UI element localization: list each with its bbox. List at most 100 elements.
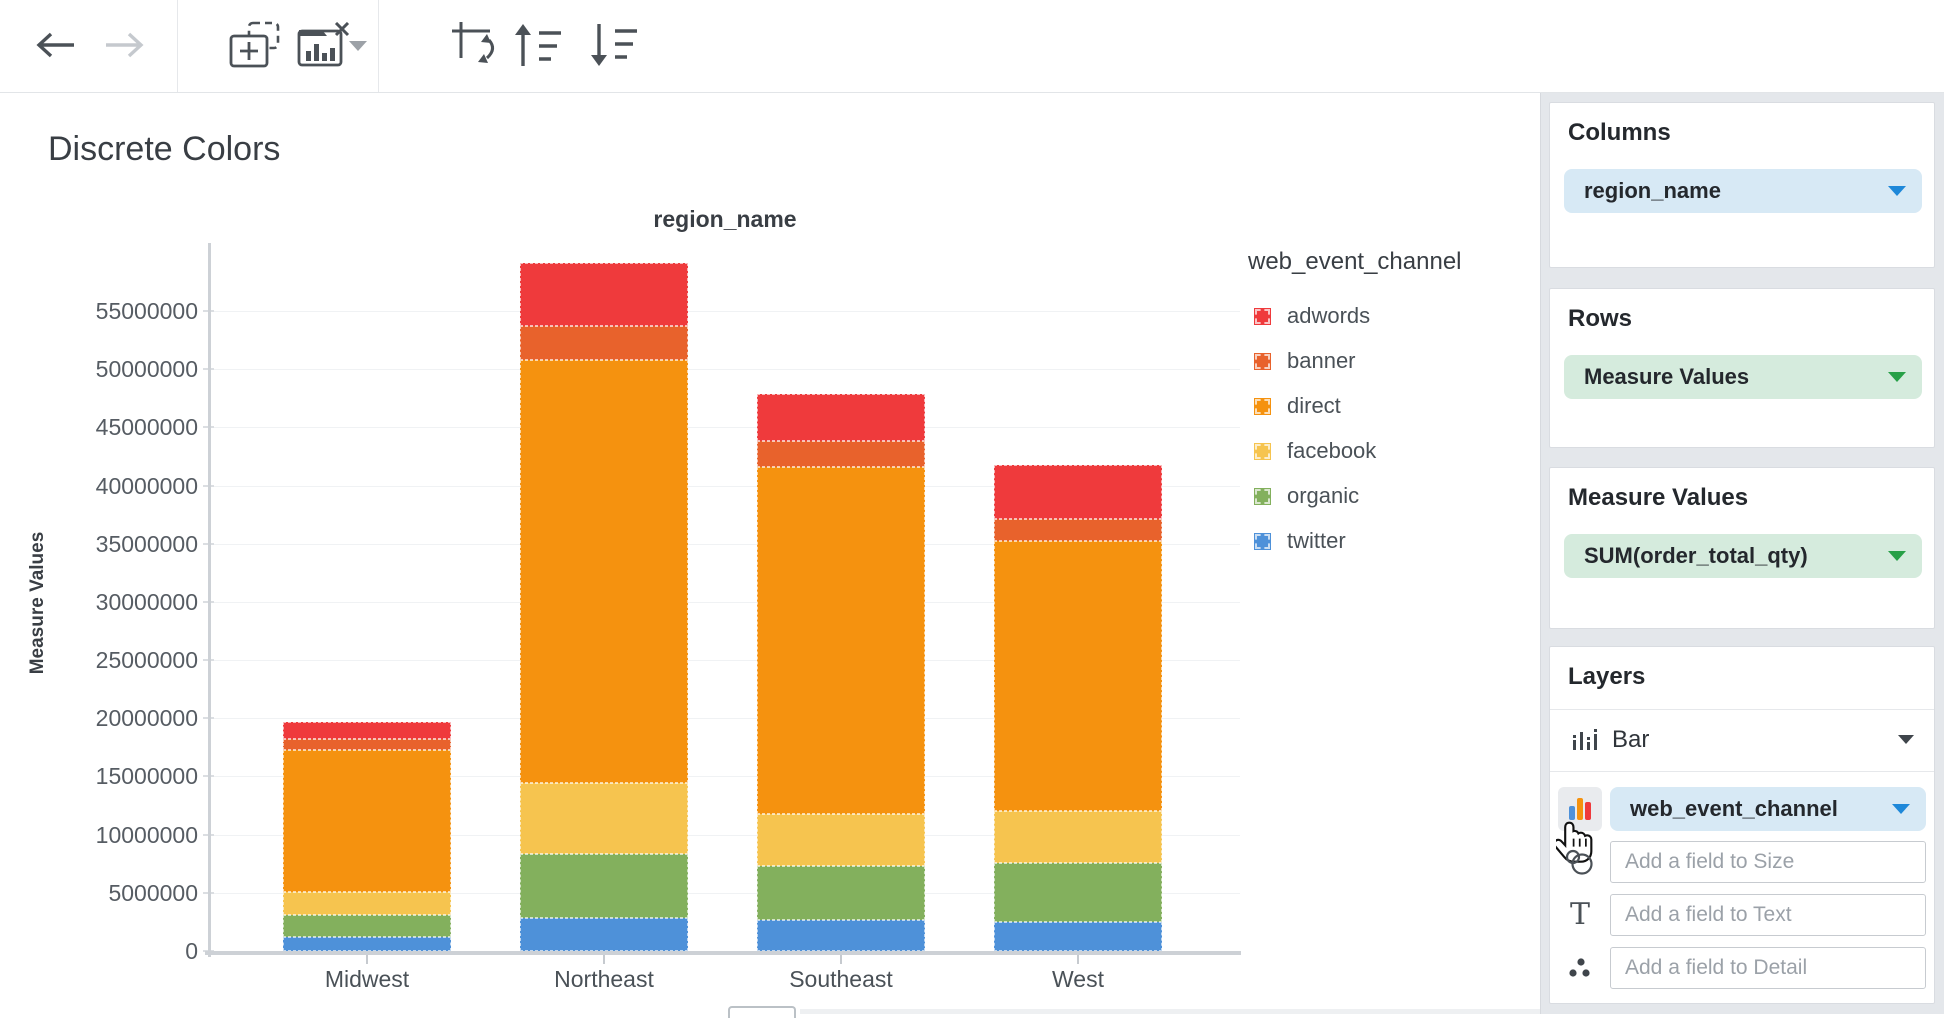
chevron-down-icon[interactable]: [1898, 735, 1914, 744]
legend-item-banner[interactable]: banner: [1254, 348, 1376, 374]
detail-shelf-input[interactable]: [1610, 947, 1926, 989]
bar-segment-organic[interactable]: [757, 866, 925, 920]
y-tick-label: 45000000: [95, 414, 198, 441]
layers-card: Layers Bar web_event_channel: [1549, 646, 1935, 1004]
gridline: [212, 543, 1240, 545]
gridline: [212, 892, 1240, 894]
bar-segment-direct[interactable]: [520, 359, 688, 784]
sort-descending-icon: [591, 24, 637, 66]
remove-chart-icon: [297, 21, 350, 67]
bar-segment-banner[interactable]: [757, 441, 925, 467]
legend-title: web_event_channel: [1248, 248, 1462, 275]
y-axis-line: [208, 243, 211, 957]
legend-item-facebook[interactable]: facebook: [1254, 438, 1376, 464]
chevron-down-icon[interactable]: [1888, 186, 1906, 196]
legend-label: facebook: [1287, 438, 1377, 463]
bar-segment-twitter[interactable]: [757, 919, 925, 951]
gridline: [212, 485, 1240, 487]
bar-segment-twitter[interactable]: [994, 921, 1162, 951]
chevron-down-icon[interactable]: [1888, 372, 1906, 382]
bar-segment-direct[interactable]: [757, 466, 925, 814]
y-tick-label: 50000000: [95, 356, 198, 383]
measure-values-card: Measure Values SUM(order_total_qty): [1549, 467, 1935, 629]
layer-type-label: Bar: [1612, 726, 1650, 753]
detail-shelf-icon-wrap: [1558, 947, 1602, 989]
table-preview-edge: [728, 1006, 796, 1018]
x-tick-mark: [366, 955, 368, 964]
rows-card: Rows Measure Values: [1549, 288, 1935, 448]
chevron-down-icon[interactable]: [1892, 804, 1910, 814]
legend-label: organic: [1287, 483, 1360, 508]
legend-swatch: [1254, 442, 1271, 460]
y-tick-label: 35000000: [95, 530, 198, 557]
bar-segment-direct[interactable]: [283, 749, 451, 892]
chart-menu-button[interactable]: [349, 39, 367, 57]
measure-field-label: SUM(order_total_qty): [1584, 543, 1808, 568]
bar-segment-banner[interactable]: [520, 326, 688, 360]
back-button[interactable]: [34, 30, 76, 65]
x-tick-label: Northeast: [554, 966, 654, 992]
bar-segment-twitter[interactable]: [283, 937, 451, 951]
text-shelf-icon-wrap: T: [1558, 894, 1602, 936]
bar-segment-organic[interactable]: [520, 854, 688, 919]
legend-item-adwords[interactable]: adwords: [1254, 303, 1376, 329]
bar-segment-twitter[interactable]: [520, 918, 688, 951]
bar-segment-facebook[interactable]: [994, 811, 1162, 863]
bar-segment-facebook[interactable]: [757, 813, 925, 867]
back-arrow-icon: [36, 32, 74, 58]
x-tick-mark: [603, 955, 605, 964]
text-shelf-input[interactable]: [1610, 894, 1926, 936]
x-tick-label: Midwest: [324, 966, 410, 992]
bar-segment-adwords[interactable]: [994, 464, 1162, 520]
plot-area: 0 5000000 10000000 15000000 20000000 25000000…: [95, 263, 1240, 992]
measure-field-pill[interactable]: SUM(order_total_qty): [1564, 534, 1922, 578]
sort-descending-button[interactable]: [588, 22, 638, 73]
sort-ascending-icon: [515, 24, 561, 66]
bar-segment-banner[interactable]: [283, 739, 451, 750]
columns-header: Columns: [1568, 119, 1671, 146]
y-tick-label: 40000000: [95, 472, 198, 499]
bar-segment-organic[interactable]: [283, 914, 451, 938]
y-tick-label: 55000000: [95, 298, 198, 325]
forward-button[interactable]: [104, 30, 146, 65]
remove-chart-button[interactable]: [296, 21, 352, 73]
bar-segment-organic[interactable]: [994, 862, 1162, 922]
x-tick-mark: [840, 955, 842, 964]
legend-label: adwords: [1287, 303, 1371, 328]
size-shelf-input[interactable]: [1610, 841, 1926, 883]
sort-ascending-button[interactable]: [512, 22, 562, 73]
legend-item-direct[interactable]: direct: [1254, 393, 1376, 419]
rows-field-pill[interactable]: Measure Values: [1564, 355, 1922, 399]
color-field-pill[interactable]: web_event_channel: [1610, 787, 1926, 831]
color-shelf-button[interactable]: [1558, 787, 1602, 831]
bar-segment-facebook[interactable]: [520, 783, 688, 855]
color-field-label: web_event_channel: [1630, 796, 1838, 821]
bar-segment-facebook[interactable]: [283, 891, 451, 915]
toolbar: [0, 0, 1944, 93]
size-shelf-icon-wrap: [1558, 841, 1602, 883]
y-tick-label: 30000000: [95, 588, 198, 615]
bar-segment-adwords[interactable]: [520, 263, 688, 327]
bar-segment-adwords[interactable]: [757, 393, 925, 442]
swap-axes-button[interactable]: [450, 20, 502, 75]
bar-segment-direct[interactable]: [994, 541, 1162, 812]
gridline: [212, 427, 1240, 429]
text-T-icon: T: [1569, 897, 1590, 932]
y-tick-label: 5000000: [108, 879, 198, 906]
legend-item-organic[interactable]: organic: [1254, 483, 1376, 509]
legend: adwords banner direct facebook organic twitte…: [1254, 303, 1376, 554]
detail-dots-icon: [1569, 958, 1590, 977]
bar-segment-banner[interactable]: [994, 519, 1162, 542]
chevron-down-icon: [349, 41, 367, 51]
bar-segment-adwords[interactable]: [283, 721, 451, 740]
chevron-down-icon[interactable]: [1888, 551, 1906, 561]
add-chart-button[interactable]: [228, 20, 282, 75]
measure-values-header: Measure Values: [1568, 484, 1749, 511]
columns-field-pill[interactable]: region_name: [1564, 169, 1922, 213]
toolbar-divider: [177, 0, 178, 92]
layer-row-bar[interactable]: Bar: [1550, 709, 1934, 771]
legend-item-twitter[interactable]: twitter: [1254, 528, 1376, 554]
legend-swatch: [1254, 307, 1271, 325]
gridline: [212, 601, 1240, 603]
x-tick-mark: [1077, 955, 1079, 964]
